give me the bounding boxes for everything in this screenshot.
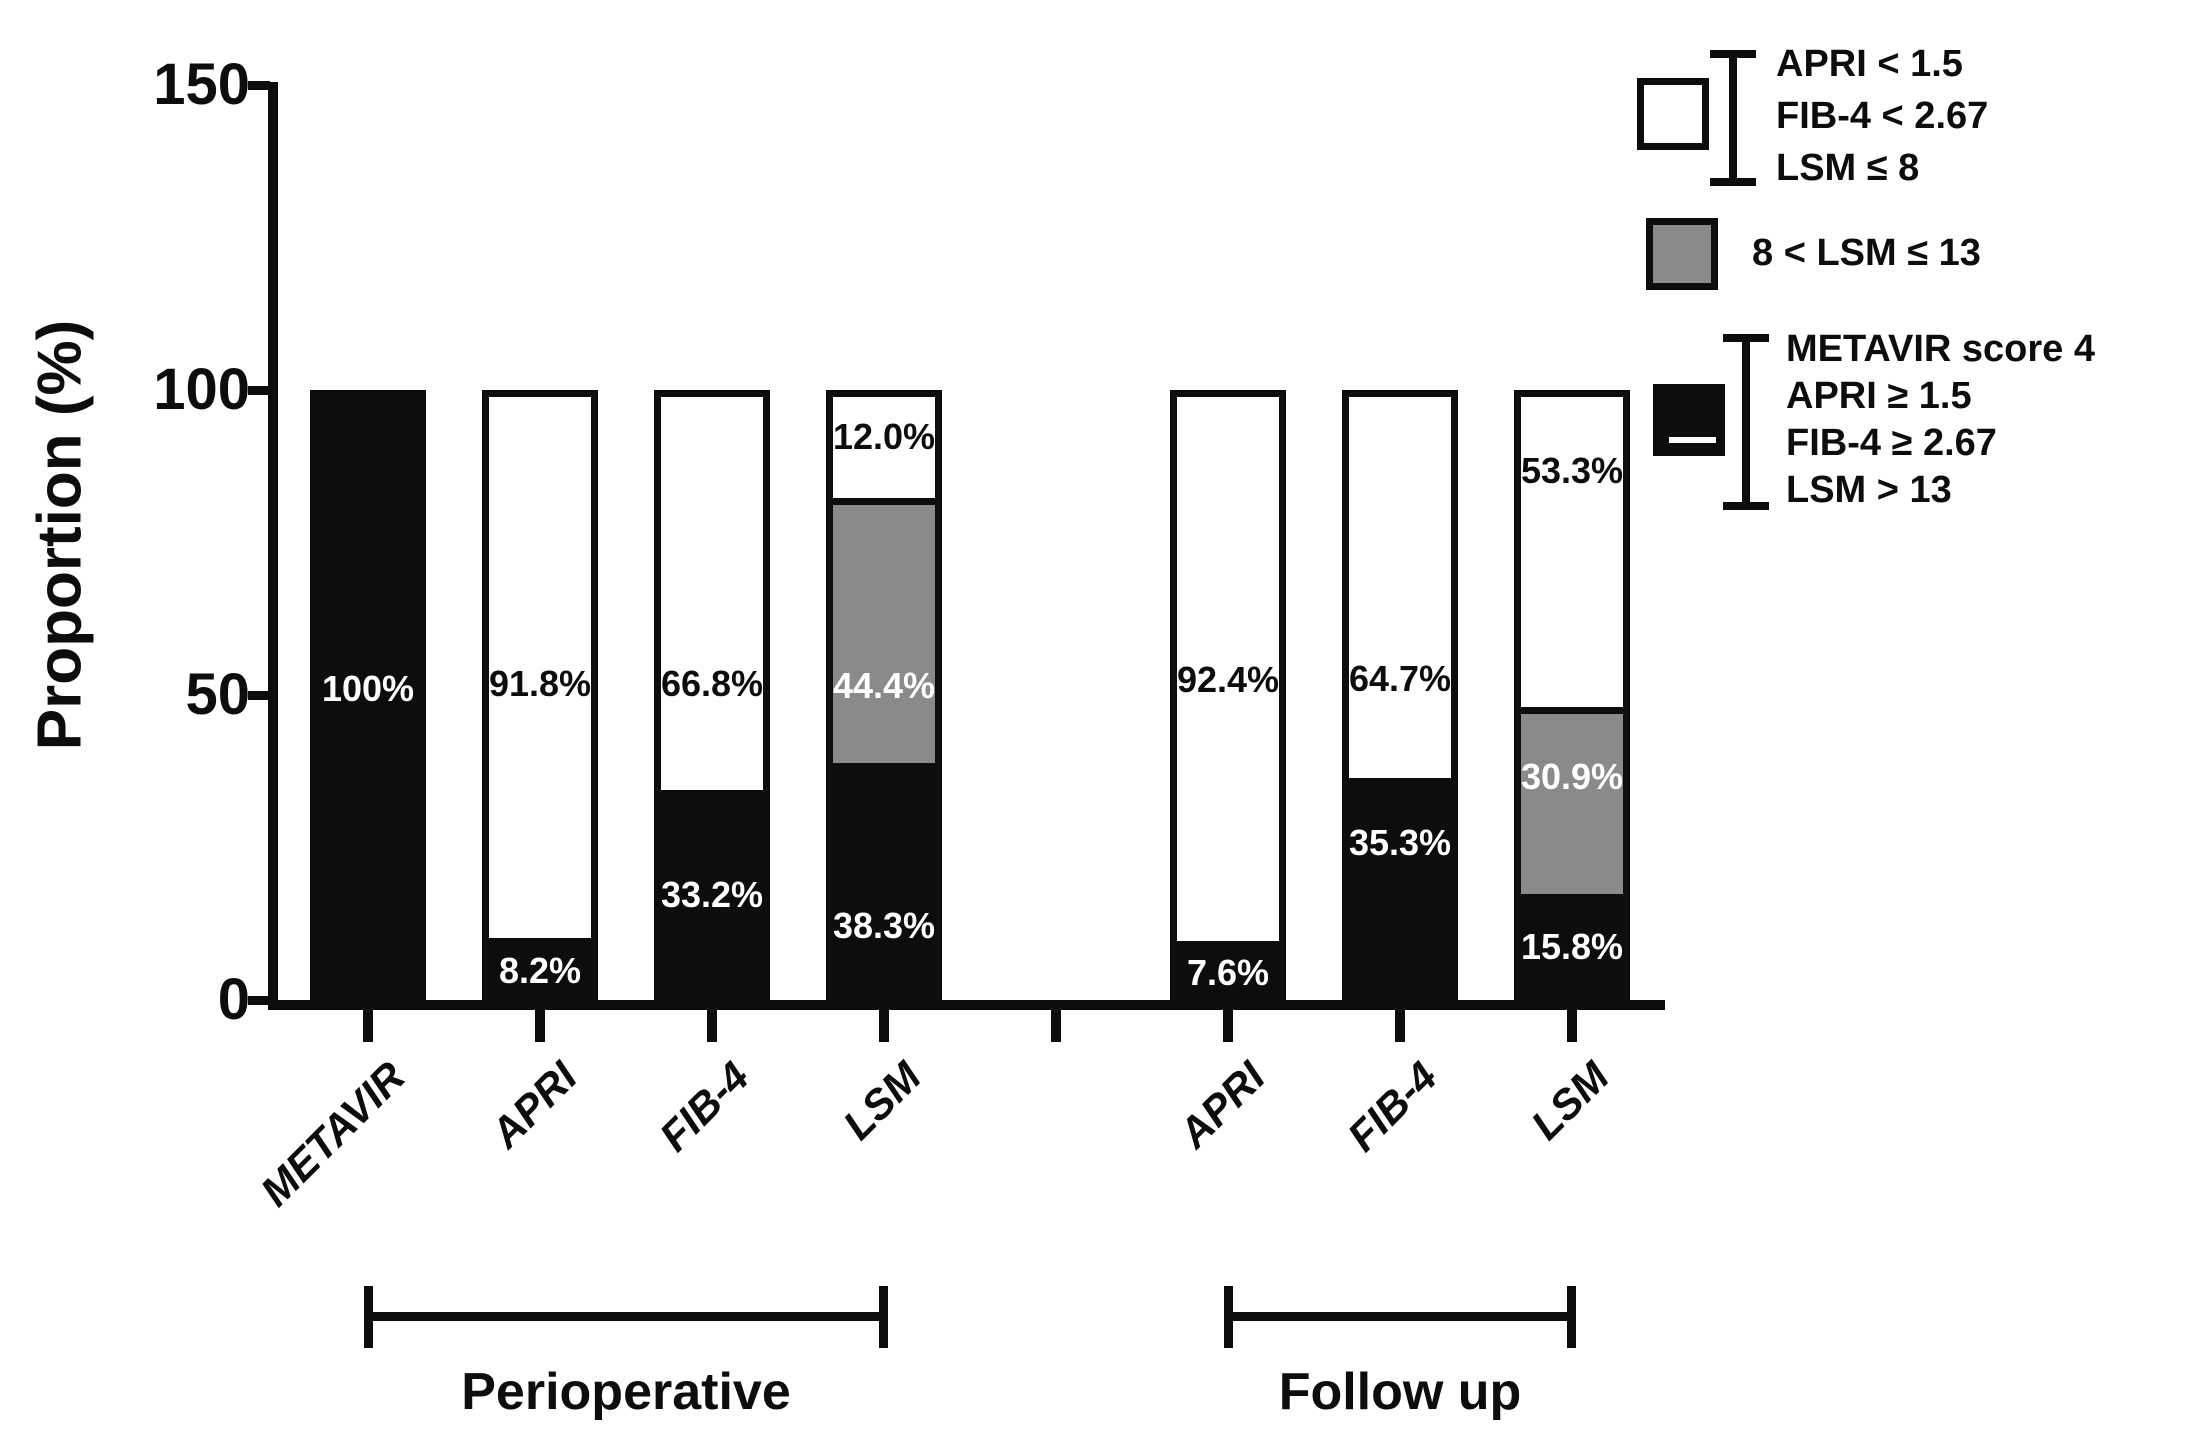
y-tick-label: 0 bbox=[217, 967, 250, 1032]
segment-black: 38.3% bbox=[833, 770, 935, 993]
x-tick bbox=[1051, 1010, 1061, 1042]
segment-label: 12.0% bbox=[832, 416, 936, 458]
y-tick-label: 150 bbox=[153, 52, 250, 117]
segment-white: 12.0% bbox=[833, 397, 935, 505]
segment-label: 38.3% bbox=[832, 905, 936, 947]
x-tick bbox=[707, 1010, 717, 1042]
segment-label: 100% bbox=[321, 668, 415, 710]
legend-label: METAVIR score 4 bbox=[1786, 328, 2096, 370]
legend-label: FIB-4 < 2.67 bbox=[1776, 95, 1989, 137]
legend-swatch-gray bbox=[1646, 218, 1718, 290]
legend-bracket-cap bbox=[1723, 334, 1769, 342]
segment-label: 33.2% bbox=[660, 874, 764, 916]
group-bracket-cap bbox=[879, 1285, 888, 1348]
segment-label: 44.4% bbox=[832, 664, 936, 706]
legend-bracket bbox=[1742, 334, 1750, 510]
bar-lsm: 38.3% 44.4% 12.0% bbox=[826, 390, 942, 1000]
legend-bracket-cap bbox=[1723, 502, 1769, 510]
segment-label: 53.3% bbox=[1520, 450, 1624, 492]
bar-lsm: 15.8% 30.9% 53.3% bbox=[1514, 390, 1630, 1000]
y-tick bbox=[248, 690, 270, 700]
segment-gray: 30.9% bbox=[1521, 714, 1623, 902]
legend-bracket bbox=[1729, 50, 1737, 186]
group-bracket-cap bbox=[1224, 1285, 1233, 1348]
segment-white: 66.8% bbox=[661, 397, 763, 798]
segment-white: 92.4% bbox=[1177, 397, 1279, 949]
segment-label: 64.7% bbox=[1348, 657, 1452, 699]
legend-swatch-black bbox=[1653, 384, 1725, 456]
y-tick bbox=[248, 385, 270, 395]
legend-label: APRI < 1.5 bbox=[1776, 43, 1963, 85]
segment-black: 15.8% bbox=[1521, 901, 1623, 993]
segment-label: 92.4% bbox=[1176, 659, 1280, 700]
bar-metavir: 100% bbox=[310, 390, 426, 1000]
y-tick-label: 50 bbox=[185, 662, 250, 727]
legend-label: FIB-4 ≥ 2.67 bbox=[1786, 422, 1997, 464]
x-tick bbox=[879, 1010, 889, 1042]
y-axis-line bbox=[268, 82, 278, 1010]
group-bracket-cap bbox=[1567, 1285, 1576, 1348]
group-label-perioperative: Perioperative bbox=[461, 1363, 791, 1421]
bar-apri: 7.6% 92.4% bbox=[1170, 390, 1286, 1000]
x-tick bbox=[363, 1010, 373, 1042]
y-tick bbox=[248, 80, 270, 90]
legend-label: 8 < LSM ≤ 13 bbox=[1752, 232, 1981, 274]
x-axis-line bbox=[268, 1000, 1665, 1010]
group-bracket bbox=[368, 1312, 884, 1321]
segment-white: 91.8% bbox=[489, 397, 591, 945]
x-tick bbox=[1567, 1010, 1577, 1042]
segment-label: 7.6% bbox=[1186, 951, 1270, 993]
y-tick-label: 100 bbox=[153, 357, 250, 422]
x-tick bbox=[1223, 1010, 1233, 1042]
y-tick bbox=[248, 995, 270, 1005]
legend-label: LSM > 13 bbox=[1786, 469, 1952, 511]
segment-white: 64.7% bbox=[1349, 397, 1451, 786]
segment-label: 15.8% bbox=[1520, 926, 1624, 968]
x-tick bbox=[1395, 1010, 1405, 1042]
group-label-follow-up: Follow up bbox=[1278, 1363, 1522, 1421]
legend-swatch-highlight bbox=[1669, 437, 1716, 443]
segment-black: 8.2% bbox=[489, 944, 591, 993]
x-tick bbox=[535, 1010, 545, 1042]
bar-fib-4: 35.3% 64.7% bbox=[1342, 390, 1458, 1000]
group-bracket-cap bbox=[364, 1285, 373, 1348]
legend-bracket-cap bbox=[1710, 178, 1756, 186]
group-bracket bbox=[1228, 1312, 1572, 1321]
segment-black: 7.6% bbox=[1177, 948, 1279, 993]
segment-black: 100% bbox=[317, 397, 419, 993]
legend-label: LSM ≤ 8 bbox=[1776, 147, 1920, 189]
segment-label: 35.3% bbox=[1348, 822, 1452, 864]
legend-swatch-white bbox=[1637, 78, 1709, 150]
segment-gray: 44.4% bbox=[833, 504, 935, 771]
segment-label: 8.2% bbox=[498, 950, 582, 992]
segment-label: 66.8% bbox=[660, 663, 764, 705]
segment-black: 35.3% bbox=[1349, 785, 1451, 993]
bar-fib-4: 33.2% 66.8% bbox=[654, 390, 770, 1000]
segment-white: 53.3% bbox=[1521, 397, 1623, 715]
legend-label: APRI ≥ 1.5 bbox=[1786, 375, 1972, 417]
legend-bracket-cap bbox=[1710, 50, 1756, 58]
segment-label: 30.9% bbox=[1520, 756, 1624, 798]
segment-black: 33.2% bbox=[661, 797, 763, 993]
bar-apri: 8.2% 91.8% bbox=[482, 390, 598, 1000]
segment-label: 91.8% bbox=[488, 662, 592, 704]
